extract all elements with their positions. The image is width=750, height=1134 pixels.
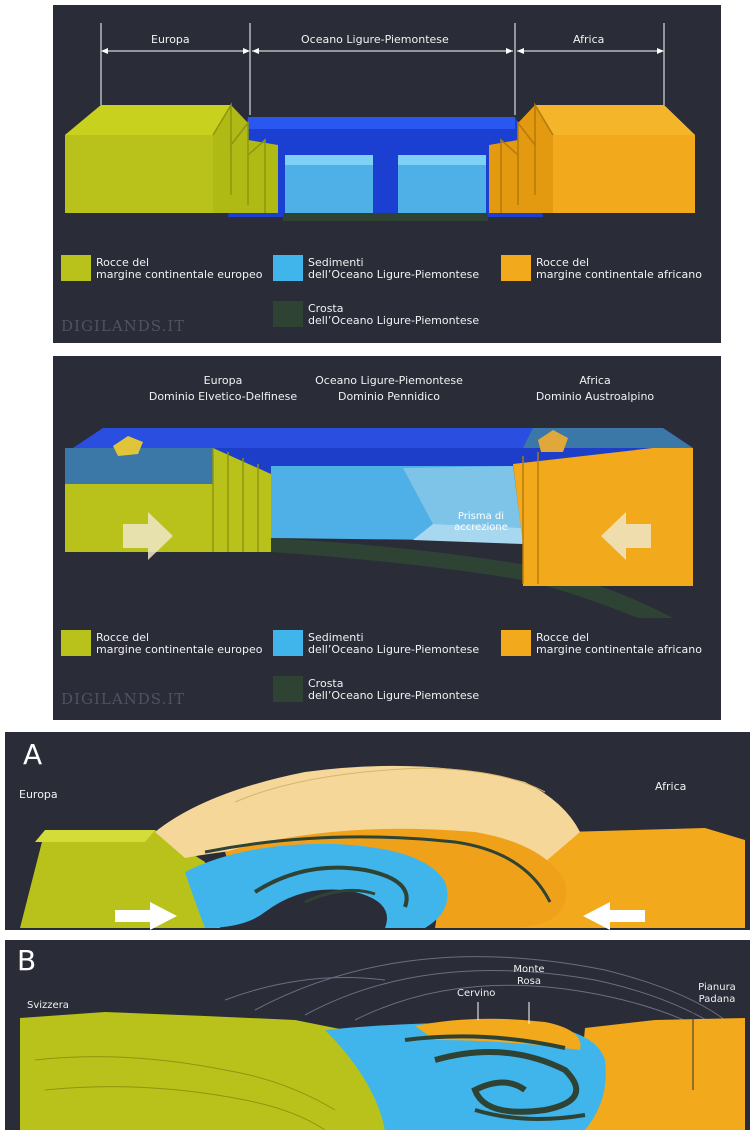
header-europa: Europa Dominio Elvetico-Delfinese [148,374,298,403]
legend-label-sediments: Sedimenti dell’Oceano Ligure-Piemontese [308,256,480,281]
header-oceano: Oceano Ligure-Piemontese Dominio Pennidic… [315,374,463,403]
legend-label-africa-rocks: Rocce del margine continentale africano [536,256,702,281]
panel-letter-b: B [17,944,37,977]
legend-swatch-africa-rocks [501,630,531,656]
ocean-opening-diagram [65,23,695,221]
watermark: DIGILANDS.IT [61,690,186,708]
legend-label-sediments: Sedimenti dell’Oceano Ligure-Piemontese [308,631,480,656]
panel-collision-b: B Svizzera Cervino Monte Rosa Pianura Pada… [5,940,750,1130]
legend-label-europe-rocks: Rocce del margine continentale europeo [96,256,263,281]
legend-swatch-africa-rocks [501,255,531,281]
legend-label-crust: Crosta dell’Oceano Ligure-Piemontese [308,677,480,702]
header-oceano: Oceano Ligure-Piemontese [301,33,449,46]
label-monte-rosa: Monte Rosa [513,964,545,987]
collision-diagram-b [20,956,745,1130]
label-pianura-padana: Pianura Padana [698,982,736,1005]
header-africa: Africa [573,33,605,46]
legend-swatch-sediments [273,630,303,656]
label-europa: Europa [19,788,58,801]
label-cervino: Cervino [457,988,496,999]
subduction-diagram [65,428,693,618]
legend-swatch-europe-rocks [61,630,91,656]
header-europa: Europa [151,33,190,46]
legend-swatch-europe-rocks [61,255,91,281]
legend-label-crust: Crosta dell’Oceano Ligure-Piemontese [308,302,480,327]
panel-subduction: Europa Dominio Elvetico-Delfinese Oceano … [53,356,721,720]
panel-ocean-opening: Europa Oceano Ligure-Piemontese Africa R… [53,5,721,343]
legend-label-europe-rocks: Rocce del margine continentale europeo [96,631,263,656]
collision-diagram-a [20,765,745,930]
legend-swatch-crust [273,301,303,327]
legend-label-africa-rocks: Rocce del margine continentale africano [536,631,702,656]
label-africa: Africa [655,780,687,793]
legend-swatch-crust [273,676,303,702]
watermark: DIGILANDS.IT [61,317,186,335]
legend-swatch-sediments [273,255,303,281]
panel-letter-a: A [23,738,43,771]
prisma-label: Prisma di accrezione [454,511,508,533]
label-svizzera: Svizzera [27,1000,69,1011]
header-africa: Africa Dominio Austroalpino [535,374,655,403]
panel-collision-a: A Europa Africa [5,732,750,930]
